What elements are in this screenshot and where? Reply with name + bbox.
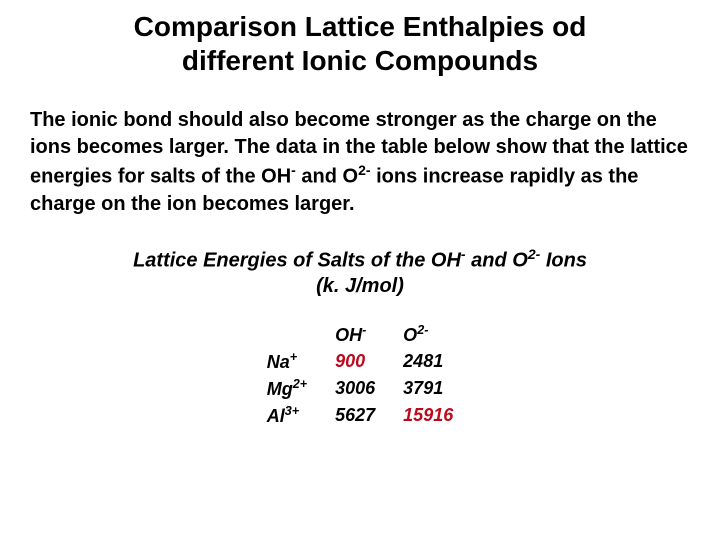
table-header-row: OH- O2- xyxy=(253,321,467,348)
cation-sup: 3+ xyxy=(285,404,299,418)
table-title: Lattice Energies of Salts of the OH- and… xyxy=(0,246,720,299)
cation-label: Mg xyxy=(267,379,293,399)
cation-label: Na xyxy=(267,352,290,372)
row-cation: Mg2+ xyxy=(253,375,321,402)
intro-paragraph: The ionic bond should also become strong… xyxy=(0,77,720,218)
cation-sup: + xyxy=(290,350,297,364)
tt-b: and O xyxy=(466,250,528,272)
table-row: Na+ 900 2481 xyxy=(253,348,467,375)
col2-label: O xyxy=(403,325,417,345)
col2-sup: 2- xyxy=(417,323,428,337)
row-cation: Al3+ xyxy=(253,402,321,429)
title-line2: different Ionic Compounds xyxy=(182,45,538,76)
cell-o2: 3791 xyxy=(389,375,467,402)
tt-a: Lattice Energies of Salts of the OH xyxy=(133,250,461,272)
cell-oh: 900 xyxy=(321,348,389,375)
cell-oh: 5627 xyxy=(321,402,389,429)
cell-oh: 3006 xyxy=(321,375,389,402)
tt-sup2: 2- xyxy=(528,246,540,262)
header-o2: O2- xyxy=(389,321,467,348)
title-line1: Comparison Lattice Enthalpies od xyxy=(134,11,587,42)
col1-sup: - xyxy=(362,323,366,337)
table-row: Mg2+ 3006 3791 xyxy=(253,375,467,402)
col1-label: OH xyxy=(335,325,362,345)
tt-c: Ions xyxy=(540,250,587,272)
cell-o2: 2481 xyxy=(389,348,467,375)
cation-sup: 2+ xyxy=(293,377,307,391)
cation-label: Al xyxy=(267,406,285,426)
header-empty xyxy=(253,321,321,348)
row-cation: Na+ xyxy=(253,348,321,375)
header-oh: OH- xyxy=(321,321,389,348)
intro-p2: and O xyxy=(296,166,358,188)
lattice-energy-table: OH- O2- Na+ 900 2481 Mg2+ 3006 3791 Al3+… xyxy=(253,321,467,429)
table-row: Al3+ 5627 15916 xyxy=(253,402,467,429)
page-title: Comparison Lattice Enthalpies od differe… xyxy=(0,0,720,77)
intro-sup2: 2- xyxy=(358,162,370,178)
tt-unit: (k. J/mol) xyxy=(316,275,404,297)
cell-o2: 15916 xyxy=(389,402,467,429)
